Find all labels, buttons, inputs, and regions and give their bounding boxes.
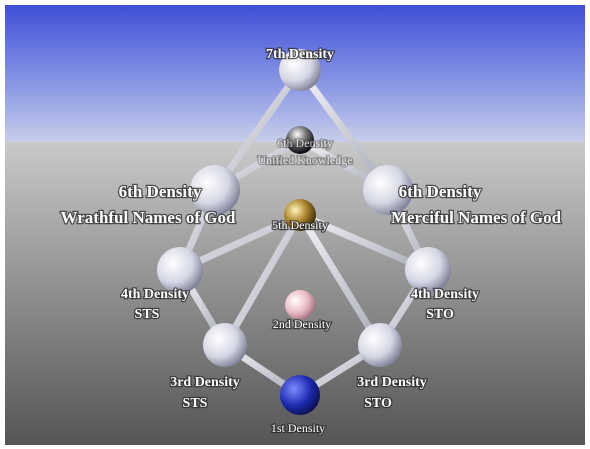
sphere [285,290,315,320]
node-sublabel: Merciful Names of God [391,208,562,227]
node-label: 7th Density [266,47,334,62]
node-sublabel: STO [364,396,392,411]
node-label: 5th Density [272,218,328,232]
node-label: 3rd Density [357,375,427,390]
sphere [358,323,402,367]
diagram: 7th Density 6th Density Unified Knowledg… [0,0,590,449]
node-label: 2nd Density [273,317,331,331]
node-label: 6th Density [119,182,202,201]
node-sublabel: Unified Knowledge [258,153,353,167]
node-label: 3rd Density [170,375,240,390]
node-label: 6th Density [399,182,482,201]
sphere [203,323,247,367]
node-sublabel: STS [135,307,160,322]
node-sublabel: STS [183,396,208,411]
node-sublabel: Wrathful Names of God [61,208,236,227]
page: 7th Density 6th Density Unified Knowledg… [0,0,590,449]
node-label: 6th Density [277,136,333,150]
sphere [280,375,320,415]
node-label: 4th Density [411,287,479,302]
node-label: 4th Density [121,287,189,302]
node-label: 1st Density [271,421,325,435]
node-sublabel: STO [426,307,454,322]
